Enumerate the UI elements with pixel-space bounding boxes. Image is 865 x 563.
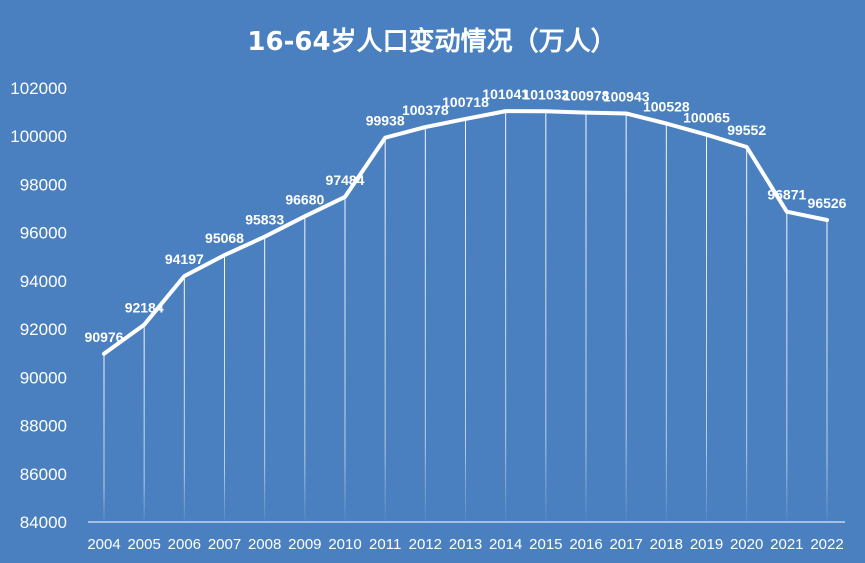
drop-line: [143, 324, 145, 522]
x-tick-label: 2004: [87, 536, 120, 553]
data-label: 95068: [205, 230, 244, 246]
data-point: [142, 323, 146, 327]
data-point: [785, 210, 789, 214]
x-tick-label: 2010: [328, 536, 361, 553]
drop-line: [746, 147, 748, 523]
x-tick-label: 2017: [609, 536, 642, 553]
y-tick-label: 102000: [10, 79, 67, 98]
y-tick-label: 96000: [20, 224, 67, 243]
data-label: 100528: [643, 98, 690, 114]
drop-line: [103, 353, 105, 522]
x-tick-label: 2020: [730, 536, 763, 553]
data-point: [624, 111, 628, 115]
drop-line: [465, 118, 466, 522]
drop-line: [706, 134, 707, 522]
x-tick-label: 2005: [127, 536, 160, 553]
data-label: 100378: [402, 102, 449, 118]
y-tick-label: 86000: [20, 465, 67, 484]
drop-line: [826, 219, 828, 522]
drop-line: [625, 113, 627, 522]
data-label: 92184: [125, 300, 164, 316]
data-label: 99938: [366, 113, 405, 129]
y-tick-label: 100000: [10, 127, 67, 146]
data-label: 96871: [767, 187, 806, 203]
drop-line: [585, 112, 587, 523]
drop-line: [264, 236, 266, 522]
x-tick-label: 2013: [449, 536, 482, 553]
data-point: [263, 235, 267, 239]
data-point: [504, 109, 508, 113]
data-point: [182, 274, 186, 278]
data-label: 100943: [603, 88, 650, 104]
data-point: [544, 109, 548, 113]
drop-line: [384, 137, 386, 523]
x-tick-label: 2016: [569, 536, 602, 553]
data-point: [584, 111, 588, 115]
y-axis-ticks: 84000 86000 88000 90000 92000 94000 96000 98000…: [10, 79, 67, 532]
data-label: 95833: [245, 212, 284, 228]
data-point: [303, 214, 307, 218]
x-tick-label: 2008: [248, 536, 281, 553]
series-line-group: [102, 109, 829, 356]
data-label: 96680: [285, 191, 324, 207]
x-tick-label: 2014: [489, 536, 522, 553]
data-label: 101032: [522, 86, 569, 102]
x-tick-label: 2009: [288, 536, 321, 553]
data-point: [705, 133, 708, 137]
data-label: 100065: [683, 110, 730, 126]
data-label: 100978: [563, 88, 610, 104]
y-tick-label: 92000: [20, 320, 67, 339]
x-tick-label: 2015: [529, 536, 562, 553]
data-point: [102, 352, 106, 356]
drop-line: [545, 111, 547, 523]
x-tick-label: 2011: [369, 536, 401, 553]
drop-line: [304, 216, 306, 522]
chart-title: 16-64岁人口变动情况（万人）: [247, 26, 616, 57]
x-tick-label: 2018: [650, 536, 683, 553]
x-tick-label: 2012: [409, 536, 442, 553]
data-point: [664, 121, 668, 125]
data-label: 94197: [165, 251, 204, 267]
drop-line: [224, 255, 225, 522]
x-tick-label: 2019: [690, 536, 723, 553]
drop-lines: [103, 111, 828, 523]
y-tick-label: 90000: [20, 368, 67, 387]
drop-line: [183, 276, 185, 522]
y-tick-label: 88000: [20, 417, 67, 436]
data-point: [223, 253, 226, 257]
x-axis-ticks: 2004 2005 2006 2007 2008 2009 2010 2011 2012 2013…: [87, 536, 843, 553]
drop-line: [786, 211, 788, 522]
data-point: [383, 136, 387, 140]
data-label: 101041: [482, 86, 529, 102]
x-tick-label: 2021: [770, 536, 803, 553]
x-tick-label: 2022: [810, 536, 843, 553]
drop-line: [424, 127, 426, 523]
y-tick-label: 98000: [20, 175, 67, 194]
data-point: [423, 125, 427, 129]
data-label: 100718: [442, 94, 489, 110]
drop-line: [665, 123, 667, 523]
x-tick-label: 2007: [208, 536, 241, 553]
drop-line: [505, 111, 507, 522]
y-tick-label: 94000: [20, 272, 67, 291]
data-label: 97484: [326, 172, 365, 188]
x-tick-label: 2006: [168, 536, 201, 553]
data-point: [343, 195, 347, 199]
data-label: 96526: [808, 195, 847, 211]
data-label: 99552: [727, 122, 766, 138]
data-point: [745, 145, 749, 149]
data-point: [825, 218, 829, 222]
drop-line: [344, 196, 346, 522]
data-point: [464, 117, 467, 121]
y-tick-label: 84000: [20, 513, 67, 532]
data-label: 90976: [85, 329, 124, 345]
